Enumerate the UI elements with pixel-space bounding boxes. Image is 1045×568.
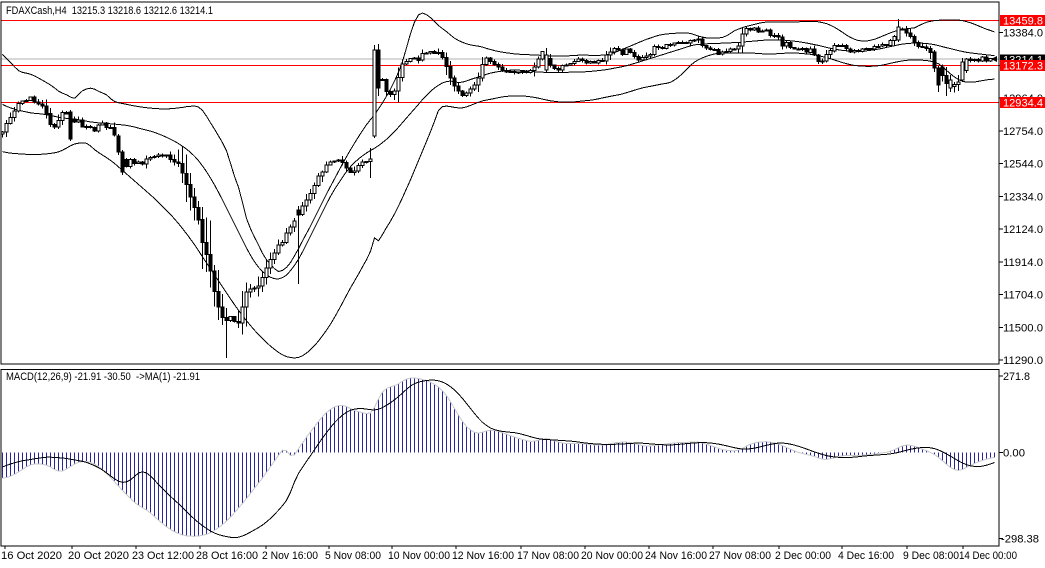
svg-text:13172.3: 13172.3 bbox=[1003, 61, 1043, 73]
svg-text:-298.38: -298.38 bbox=[1001, 534, 1039, 546]
svg-text:271.8: 271.8 bbox=[1003, 371, 1030, 383]
svg-text:9 Dec 08:00: 9 Dec 08:00 bbox=[903, 550, 959, 562]
svg-text:10 Nov 00:00: 10 Nov 00:00 bbox=[388, 550, 450, 562]
svg-text:24 Nov 16:00: 24 Nov 16:00 bbox=[645, 550, 707, 562]
svg-text:12934.4: 12934.4 bbox=[1003, 98, 1043, 110]
svg-text:12334.0: 12334.0 bbox=[1003, 191, 1043, 203]
svg-text:20 Oct 2020: 20 Oct 2020 bbox=[68, 550, 129, 562]
svg-text:4 Dec 16:00: 4 Dec 16:00 bbox=[838, 550, 894, 562]
svg-text:12544.0: 12544.0 bbox=[1003, 159, 1043, 171]
svg-text:0.00: 0.00 bbox=[1003, 448, 1025, 460]
svg-text:12124.0: 12124.0 bbox=[1003, 224, 1043, 236]
svg-text:11290.0: 11290.0 bbox=[1003, 355, 1043, 367]
svg-text:14 Dec 00:00: 14 Dec 00:00 bbox=[959, 550, 1017, 562]
svg-text:16 Oct 2020: 16 Oct 2020 bbox=[1, 550, 62, 562]
svg-text:13384.0: 13384.0 bbox=[1003, 28, 1043, 40]
svg-text:11500.0: 11500.0 bbox=[1003, 322, 1043, 334]
svg-text:2 Dec 00:00: 2 Dec 00:00 bbox=[775, 550, 831, 562]
svg-text:12 Nov 16:00: 12 Nov 16:00 bbox=[452, 550, 514, 562]
svg-text:28 Oct 16:00: 28 Oct 16:00 bbox=[196, 550, 258, 562]
svg-text:5 Nov 08:00: 5 Nov 08:00 bbox=[325, 550, 381, 562]
svg-text:11914.0: 11914.0 bbox=[1003, 257, 1043, 269]
svg-text:MACD(12,26,9) -21.91 -30.50 -: MACD(12,26,9) -21.91 -30.50 ->MA(1) -21.… bbox=[6, 371, 200, 383]
svg-text:23 Oct 12:00: 23 Oct 12:00 bbox=[132, 550, 194, 562]
svg-text:27 Nov 08:00: 27 Nov 08:00 bbox=[709, 550, 771, 562]
svg-text:12754.0: 12754.0 bbox=[1003, 126, 1043, 138]
svg-text:2 Nov 16:00: 2 Nov 16:00 bbox=[262, 550, 318, 562]
svg-text:FDAXCash,H4 13215.3 13218.6 1: FDAXCash,H4 13215.3 13218.6 13212.6 1321… bbox=[6, 5, 213, 17]
svg-text:17 Nov 08:00: 17 Nov 08:00 bbox=[517, 550, 579, 562]
svg-text:20 Nov 00:00: 20 Nov 00:00 bbox=[581, 550, 643, 562]
svg-text:11704.0: 11704.0 bbox=[1003, 290, 1043, 302]
svg-text:13459.8: 13459.8 bbox=[1003, 16, 1043, 28]
